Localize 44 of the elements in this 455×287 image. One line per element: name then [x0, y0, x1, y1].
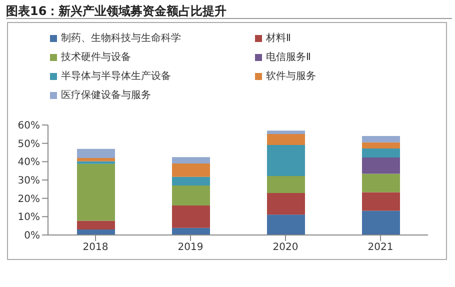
- y-tick-label: 30%: [18, 176, 40, 187]
- legend-label: 制药、生物科技与生命科学: [61, 32, 181, 45]
- bar: [267, 214, 305, 235]
- bar: [362, 174, 400, 192]
- y-tick-label: 50%: [18, 138, 40, 150]
- bar: [362, 136, 400, 142]
- bar: [362, 157, 400, 174]
- bar: [267, 130, 305, 134]
- y-tick-label: 40%: [18, 157, 40, 168]
- bar: [77, 220, 115, 230]
- bar: [267, 134, 305, 145]
- bar: [172, 186, 210, 206]
- bar: [172, 228, 210, 235]
- bar: [362, 210, 400, 235]
- x-tick-label: 2018: [82, 242, 108, 254]
- bar: [77, 161, 115, 164]
- x-tick-label: 2020: [272, 242, 298, 254]
- bar: [172, 205, 210, 228]
- legend-label: 技术硬件与设备: [61, 50, 131, 64]
- bar: [362, 192, 400, 211]
- bar: [77, 164, 115, 221]
- y-tick-label: 10%: [18, 212, 40, 224]
- legend-label: 软件与服务: [266, 70, 316, 83]
- bar: [77, 230, 115, 235]
- legend-label: 材料Ⅱ: [266, 32, 291, 45]
- legend-label: 半导体与半导体生产设备: [61, 70, 171, 83]
- bar: [267, 193, 305, 215]
- y-tick-label: 0%: [24, 230, 40, 242]
- bar: [172, 157, 210, 164]
- bar: [267, 144, 305, 176]
- legend-label: 电信服务Ⅱ: [266, 50, 311, 64]
- bar: [77, 158, 115, 162]
- legend-label: 医疗保健设备与服务: [61, 88, 151, 102]
- bar: [267, 176, 305, 194]
- bar: [172, 176, 210, 186]
- x-tick-label: 2019: [178, 242, 204, 254]
- x-tick-label: 2021: [368, 242, 394, 254]
- bar: [362, 148, 400, 158]
- bar: [172, 164, 210, 177]
- bar: [77, 148, 115, 158]
- y-tick-label: 60%: [18, 120, 40, 132]
- chart-title: 图表16：新兴产业领域募资金额占比提升: [6, 3, 227, 20]
- bar: [362, 142, 400, 148]
- y-tick-label: 20%: [18, 194, 40, 205]
